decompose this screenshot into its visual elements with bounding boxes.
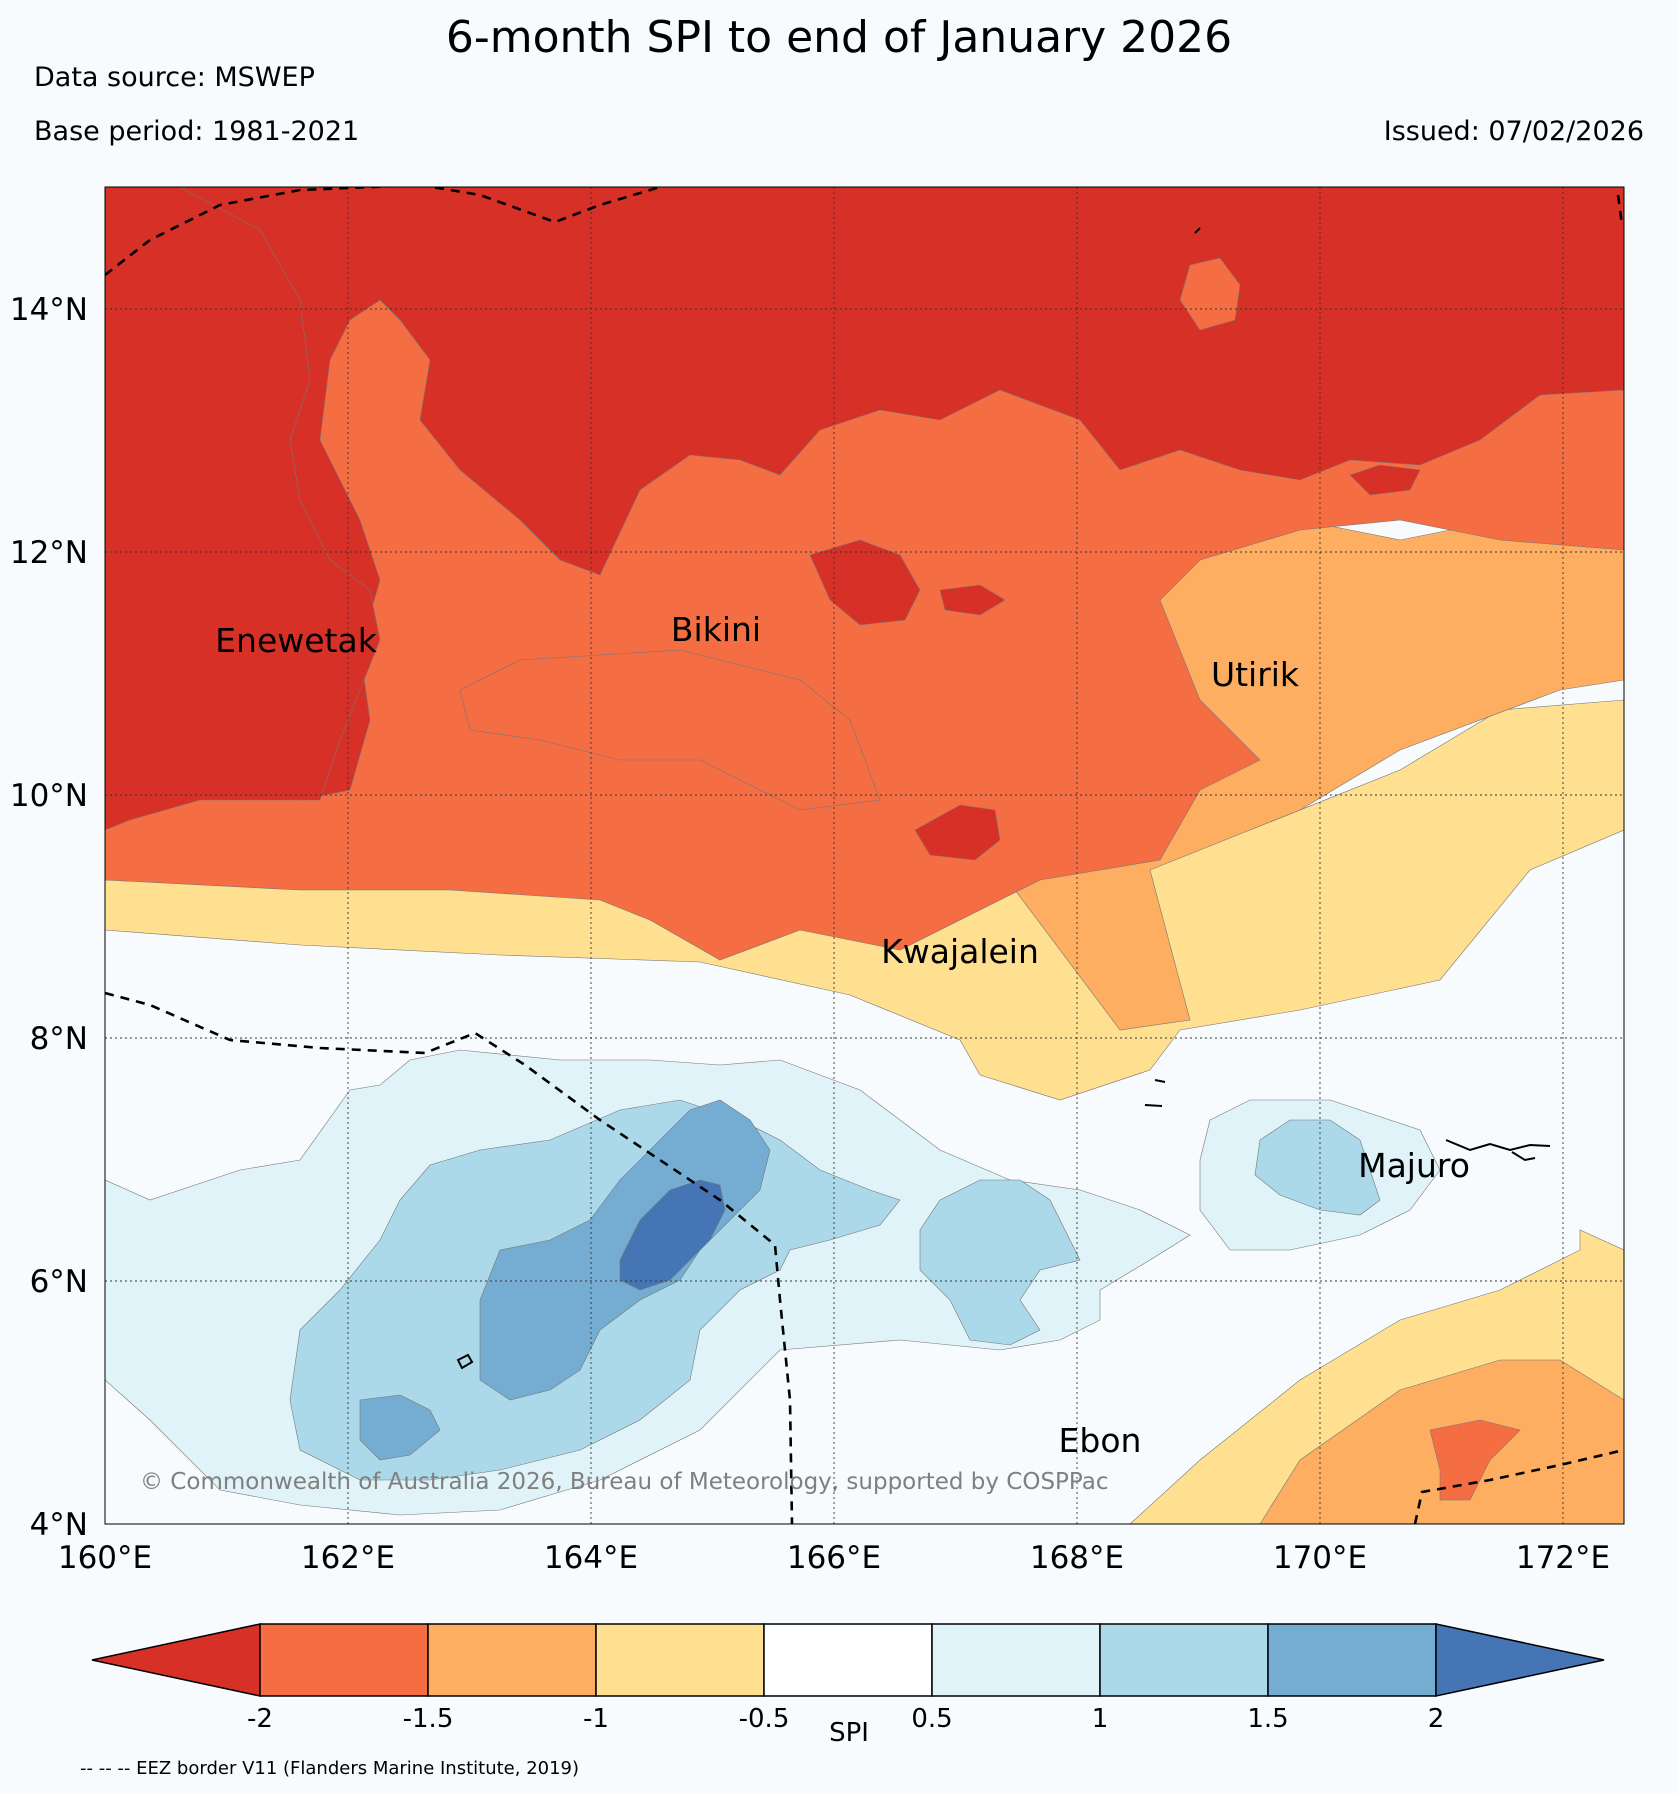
lat-label: 12°N — [10, 535, 88, 571]
place-label-majuro: Majuro — [1358, 1146, 1470, 1185]
lat-label: 8°N — [30, 1021, 88, 1057]
place-label-bikini: Bikini — [671, 610, 761, 649]
place-label-enewetak: Enewetak — [215, 621, 378, 660]
gridlines — [105, 187, 1624, 1524]
lon-label: 162°E — [301, 1540, 395, 1576]
colorbar-segment — [931, 1623, 1101, 1697]
spi-blob-red-1 — [809, 539, 921, 626]
lat-label: 6°N — [30, 1264, 88, 1300]
spi-blob-red-3 — [914, 804, 1001, 861]
spi-blob-mid-blue-majuro — [1254, 1119, 1381, 1216]
colorbar-title: SPI — [829, 1718, 869, 1748]
page-title: 6-month SPI to end of January 2026 — [445, 12, 1233, 63]
colorbar-arrow-high — [1435, 1623, 1605, 1697]
island-outlines — [456, 227, 1551, 1370]
place-label-kwajalein: Kwajalein — [881, 932, 1039, 971]
colorbar-tick: -1 — [583, 1704, 609, 1734]
colorbar-tick: -1.5 — [403, 1704, 454, 1734]
map-frame — [104, 186, 1625, 1525]
spi-blob-mid-blue-east — [919, 1179, 1081, 1346]
colorbar-tick: 0.5 — [911, 1704, 952, 1734]
lon-label: 166°E — [787, 1540, 881, 1576]
colorbar-tick: 1 — [1092, 1704, 1109, 1734]
lat-label: 14°N — [10, 292, 88, 328]
lon-label: 168°E — [1030, 1540, 1124, 1576]
spi-blob-blue-sw — [359, 1394, 441, 1461]
colorbar-tick: 1.5 — [1247, 1704, 1288, 1734]
place-label-ebon: Ebon — [1059, 1421, 1142, 1460]
base-period-label: Base period: 1981-2021 — [34, 116, 360, 147]
spi-band-deep-red-enewetak — [105, 187, 381, 831]
colorbar-segment — [259, 1623, 429, 1697]
spi-blob-orange-north — [1179, 257, 1241, 331]
colorbar-segment — [427, 1623, 597, 1697]
spi-band-dark-blue — [619, 1179, 726, 1291]
spi-blob-red-2 — [939, 584, 1006, 616]
colorbar-segment — [1099, 1623, 1269, 1697]
colorbar-tick: -0.5 — [739, 1704, 790, 1734]
lon-label: 164°E — [544, 1540, 638, 1576]
colorbar-tick: -2 — [247, 1704, 273, 1734]
eez-border-note: -- -- -- EEZ border V11 (Flanders Marine… — [80, 1758, 580, 1779]
eez-border — [105, 187, 1624, 1524]
lat-label: 4°N — [30, 1507, 88, 1543]
spi-blob-red-4 — [1349, 464, 1421, 496]
data-source-label: Data source: MSWEP — [34, 62, 315, 93]
lon-label: 172°E — [1516, 1540, 1610, 1576]
lon-label: 170°E — [1273, 1540, 1367, 1576]
colorbar-segment — [763, 1623, 933, 1697]
colorbar-segment — [1267, 1623, 1437, 1697]
issued-date-label: Issued: 07/02/2026 — [1383, 116, 1644, 147]
colorbar-tick: 2 — [1428, 1704, 1445, 1734]
colorbar-arrow-low — [91, 1623, 261, 1697]
lon-label: 160°E — [58, 1540, 152, 1576]
spi-band-red-orange-se — [1429, 1419, 1521, 1501]
place-label-utirik: Utirik — [1211, 655, 1300, 694]
lat-label: 10°N — [10, 778, 88, 814]
colorbar-segment — [595, 1623, 765, 1697]
copyright-text: © Commonwealth of Australia 2026, Bureau… — [140, 1469, 1109, 1495]
spi-field — [105, 187, 1624, 1524]
